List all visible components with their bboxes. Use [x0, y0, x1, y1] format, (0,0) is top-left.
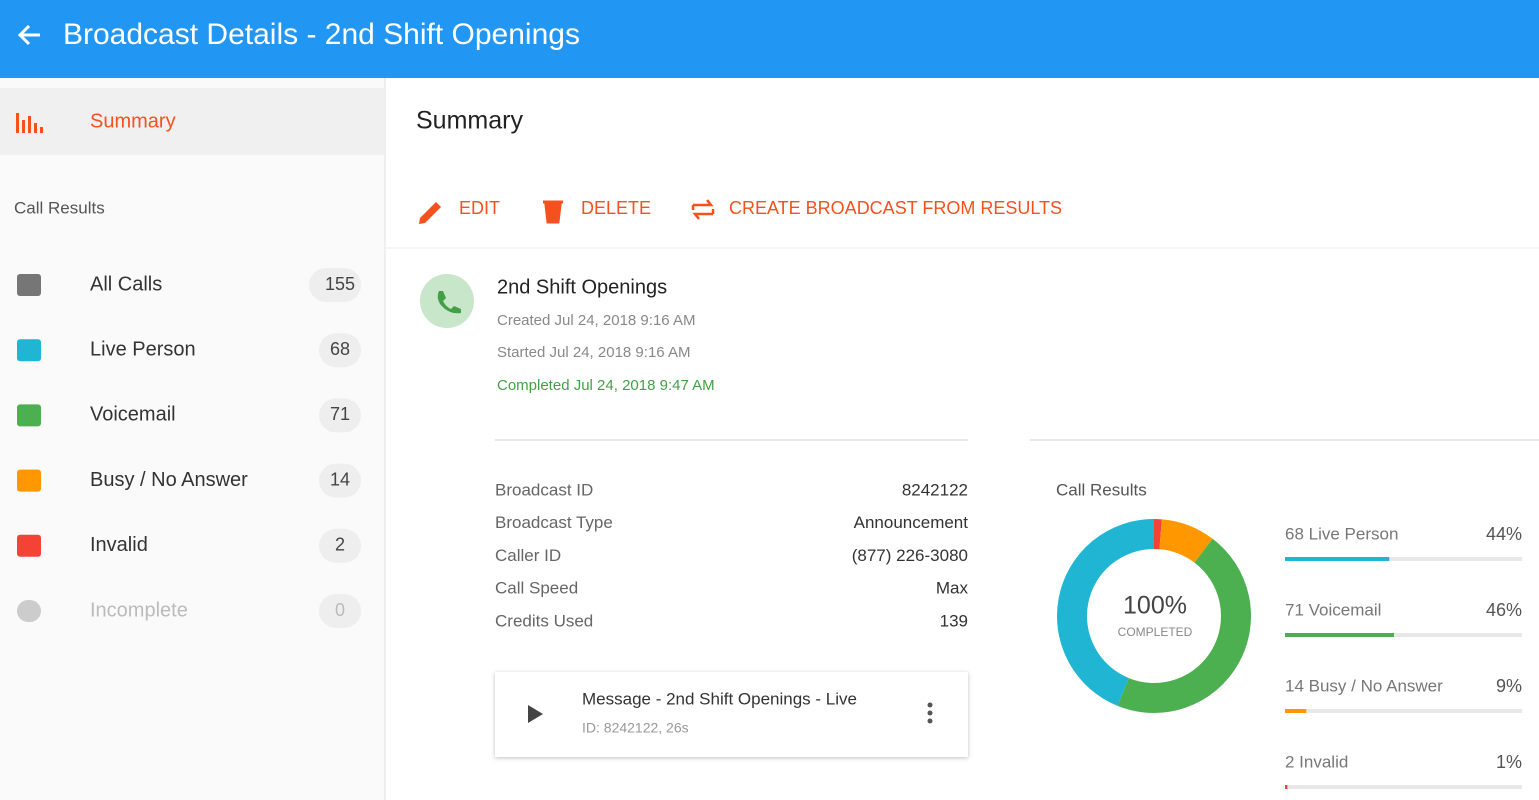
row-label: Busy / No Answer	[90, 469, 248, 491]
details-table: Broadcast ID 8242122 Broadcast Type Announc…	[495, 480, 968, 630]
row-label: Incomplete	[90, 599, 188, 621]
row-label: Invalid	[90, 534, 148, 556]
row-count: 0	[335, 600, 345, 620]
result-label: 14 Busy / No Answer	[1285, 676, 1443, 695]
edit-button[interactable]: EDIT	[459, 198, 500, 218]
sidebar	[0, 78, 385, 800]
count-badge	[309, 268, 361, 302]
back-button[interactable]	[17, 24, 40, 46]
detail-label: Caller ID	[495, 546, 561, 565]
row-icon	[17, 600, 41, 622]
count-badge	[319, 528, 361, 563]
detail-label: Broadcast Type	[495, 513, 613, 532]
main-title: Summary	[416, 107, 523, 135]
app-bar	[0, 0, 1539, 78]
delete-icon	[543, 200, 563, 224]
summary-nav[interactable]	[0, 88, 385, 155]
row-icon	[17, 404, 41, 427]
bar-fill	[1285, 785, 1288, 789]
count-badge	[319, 398, 361, 433]
bar-track	[1285, 709, 1522, 713]
donut-segment	[1057, 519, 1155, 706]
result-percent: 9%	[1496, 676, 1522, 696]
section-label: Call Results	[14, 198, 105, 217]
row-icon	[17, 534, 41, 557]
bar-fill	[1285, 709, 1307, 713]
donut-center-label: COMPLETED	[1118, 625, 1193, 639]
message-meta: ID: 8242122, 26s	[582, 720, 689, 736]
detail-value: Max	[936, 579, 969, 598]
row-count: 2	[335, 535, 345, 555]
detail-value: 139	[940, 611, 968, 630]
results-title: Call Results	[1056, 480, 1147, 499]
detail-value: Announcement	[854, 513, 969, 532]
detail-label: Call Speed	[495, 579, 578, 598]
message-card[interactable]	[495, 672, 968, 757]
detail-label: Broadcast ID	[495, 480, 593, 499]
count-badge	[319, 333, 361, 368]
repeat-icon	[691, 199, 715, 220]
row-label: Voicemail	[90, 404, 176, 426]
summary-link[interactable]: Summary	[90, 110, 176, 132]
row-icon	[17, 469, 41, 492]
detail-value: (877) 226-3080	[852, 546, 968, 565]
row-count: 68	[330, 339, 350, 359]
row-icon	[17, 339, 41, 362]
delete-button[interactable]: DELETE	[581, 198, 651, 218]
bar-track	[1285, 785, 1522, 789]
result-label: 68 Live Person	[1285, 524, 1398, 543]
row-count: 155	[325, 274, 355, 294]
result-label: 2 Invalid	[1285, 752, 1348, 771]
call-avatar	[420, 274, 474, 328]
result-percent: 1%	[1496, 752, 1522, 772]
phone-icon	[437, 291, 461, 314]
bar-track	[1285, 557, 1522, 561]
sidebar-list: All Calls 155 Live Person 68 Voicemail 71 Busy…	[17, 268, 361, 628]
result-label: 71 Voicemail	[1285, 600, 1381, 619]
row-icon	[17, 274, 41, 296]
bar-fill	[1285, 633, 1395, 637]
row-label: Live Person	[90, 338, 196, 360]
completed-date: Completed Jul 24, 2018 9:47 AM	[497, 377, 715, 394]
detail-value: 8242122	[902, 480, 968, 499]
started-date: Started Jul 24, 2018 9:16 AM	[497, 344, 690, 361]
more-menu[interactable]	[927, 702, 933, 724]
count-badge	[319, 463, 361, 498]
result-bars: 68 Live Person 44% 71 Voicemail 46% 14 Busy …	[1285, 524, 1522, 789]
donut-chart	[1057, 518, 1251, 713]
page-title: Broadcast Details - 2nd Shift Openings	[63, 18, 580, 51]
message-title: Message - 2nd Shift Openings - Live	[582, 689, 857, 708]
donut-segment	[1158, 519, 1213, 563]
play-button[interactable]	[528, 705, 543, 723]
created-date: Created Jul 24, 2018 9:16 AM	[497, 312, 695, 329]
count-badge	[319, 594, 361, 628]
donut-segment	[1117, 538, 1251, 713]
result-percent: 46%	[1486, 600, 1522, 620]
donut-center-value: 100%	[1123, 592, 1187, 620]
bar-fill	[1285, 557, 1390, 561]
detail-label: Credits Used	[495, 611, 593, 630]
summary-icon	[16, 113, 43, 133]
row-count: 14	[330, 469, 350, 489]
row-label: All Calls	[90, 273, 162, 295]
create-broadcast-button[interactable]: CREATE BROADCAST FROM RESULTS	[729, 198, 1062, 218]
row-count: 71	[330, 404, 350, 424]
broadcast-name: 2nd Shift Openings	[497, 276, 667, 298]
bar-track	[1285, 633, 1522, 637]
result-percent: 44%	[1486, 524, 1522, 544]
edit-icon	[419, 202, 441, 224]
